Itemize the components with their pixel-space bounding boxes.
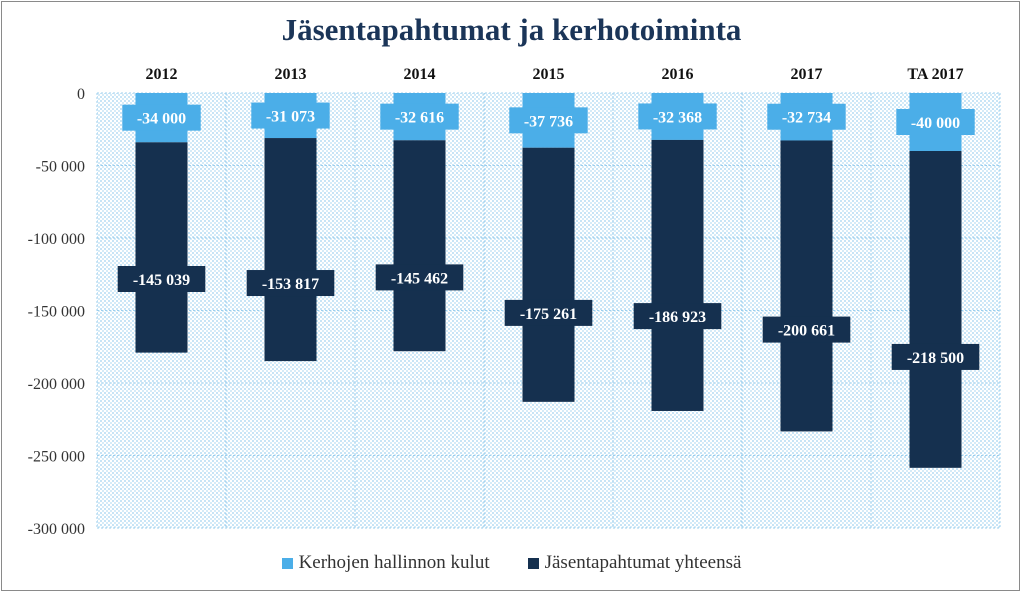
label-member-events: -200 661 xyxy=(762,316,851,343)
label-member-events: -175 261 xyxy=(504,299,593,326)
data-label-box xyxy=(633,303,722,330)
data-label: -32 616 xyxy=(395,110,444,127)
bars xyxy=(135,93,962,468)
data-label: -218 500 xyxy=(907,350,964,367)
x-tick-label: 2016 xyxy=(662,66,694,83)
x-tick-label: 2013 xyxy=(275,66,307,83)
legend-swatch-admin-costs xyxy=(281,557,293,569)
label-member-events: -218 500 xyxy=(891,343,980,370)
data-label: -32 368 xyxy=(653,109,702,126)
legend-label-admin-costs: Kerhojen hallinnon kulut xyxy=(298,552,490,573)
data-label: -200 661 xyxy=(778,323,835,340)
bar-member-events xyxy=(909,151,962,468)
data-label-box xyxy=(638,103,717,130)
data-label-box xyxy=(767,103,846,130)
data-label: -153 817 xyxy=(262,276,319,293)
bar-member-events xyxy=(264,138,317,362)
data-label-box xyxy=(122,104,201,131)
bar-member-events xyxy=(651,139,704,411)
label-member-events: -153 817 xyxy=(246,270,335,297)
y-tick-label: -250 000 xyxy=(28,449,85,466)
data-label: -34 000 xyxy=(137,111,186,128)
bar-member-events xyxy=(393,140,446,352)
bar-member-events xyxy=(780,140,833,432)
data-label: -186 923 xyxy=(649,309,706,326)
label-admin-costs: -32 734 xyxy=(767,103,846,130)
data-label: -31 073 xyxy=(266,109,315,126)
label-member-events: -145 462 xyxy=(375,264,464,291)
legend-item-member-events: Jäsentapahtumat yhteensä xyxy=(527,552,742,574)
data-labels: -34 000 -145 039 -31 073 -153 817 -32 616 -14… xyxy=(117,102,980,370)
y-tick-label: -50 000 xyxy=(36,159,85,176)
data-label: -40 000 xyxy=(911,115,960,132)
data-label-box xyxy=(246,270,335,297)
data-label-box xyxy=(504,299,593,326)
data-label-box xyxy=(380,103,459,130)
label-admin-costs: -32 368 xyxy=(638,103,717,130)
data-label: -37 736 xyxy=(524,113,573,130)
y-axis: 0 -50 000 -100 000 -150 000 -200 000 -250 000… xyxy=(28,86,85,538)
data-label-box xyxy=(251,102,330,129)
legend-swatch-member-events xyxy=(527,557,539,569)
data-label-box xyxy=(375,264,464,291)
y-tick-label: -200 000 xyxy=(28,376,85,393)
bar-member-events xyxy=(135,142,188,353)
x-tick-label: 2017 xyxy=(791,66,823,83)
data-label: -175 261 xyxy=(520,306,577,323)
x-tick-label: 2012 xyxy=(146,66,178,83)
x-tick-label: 2015 xyxy=(533,66,565,83)
y-tick-label: -100 000 xyxy=(28,231,85,248)
legend: Kerhojen hallinnon kulut Jäsentapahtumat… xyxy=(0,552,1023,574)
data-label-box xyxy=(762,316,851,343)
data-label: -32 734 xyxy=(782,110,831,127)
data-label: -145 039 xyxy=(133,272,190,289)
bar-member-events xyxy=(522,147,575,402)
x-axis: 2012 2013 2014 2015 2016 2017 TA 2017 xyxy=(146,66,964,83)
y-tick-label: -300 000 xyxy=(28,521,85,538)
legend-label-member-events: Jäsentapahtumat yhteensä xyxy=(544,552,742,573)
gridlines xyxy=(96,92,1001,529)
data-label: -145 462 xyxy=(391,270,448,287)
label-admin-costs: -37 736 xyxy=(509,107,588,134)
label-admin-costs: -34 000 xyxy=(122,104,201,131)
x-tick-label: 2014 xyxy=(404,66,436,83)
y-tick-label: -150 000 xyxy=(28,304,85,321)
label-admin-costs: -40 000 xyxy=(896,109,975,135)
data-label-box xyxy=(117,265,206,292)
label-admin-costs: -31 073 xyxy=(251,102,330,129)
data-label-box xyxy=(896,109,975,135)
data-label-box xyxy=(509,107,588,134)
legend-item-admin-costs: Kerhojen hallinnon kulut xyxy=(281,552,490,574)
y-tick-label: 0 xyxy=(77,86,85,103)
label-member-events: -145 039 xyxy=(117,265,206,292)
label-admin-costs: -32 616 xyxy=(380,103,459,130)
chart-title: Jäsentapahtumat ja kerhotoiminta xyxy=(281,12,742,47)
x-tick-label: TA 2017 xyxy=(907,66,963,83)
data-label-box xyxy=(891,343,980,370)
label-member-events: -186 923 xyxy=(633,303,722,330)
